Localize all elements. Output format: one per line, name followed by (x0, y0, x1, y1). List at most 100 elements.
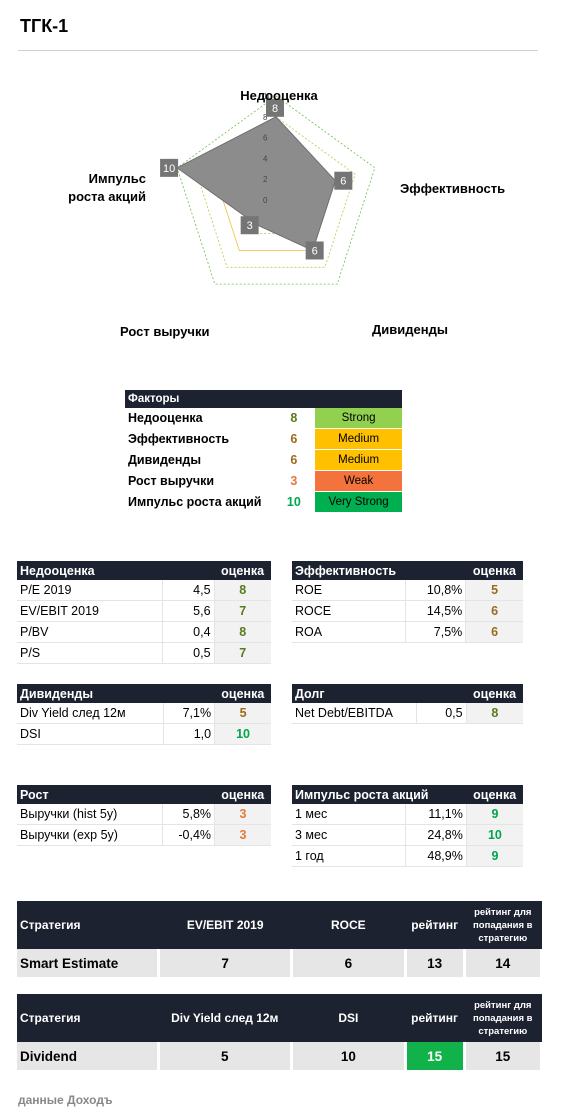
metric2-header: ROCE (291, 901, 406, 949)
metric-value: 11,1% (405, 804, 467, 825)
rating-value: 15 (405, 1042, 466, 1070)
strategy-smart-estimate-table: Стратегия EV/EBIT 2019 ROCE рейтинг рейт… (17, 901, 544, 977)
metric-name: 1 мес (292, 804, 407, 825)
undervalue-table: Недооценка оценка P/E 2019 4,5 8 EV/EBIT 20… (17, 561, 271, 664)
axis-label-momentum-2: роста акций (68, 189, 146, 204)
factor-row: Недооценка 8 Strong (125, 408, 402, 429)
efficiency-title: Эффективность (292, 561, 466, 580)
score-header: оценка (214, 561, 271, 580)
metric2-header: DSI (291, 994, 406, 1042)
axis-label-momentum-1: Импульс (89, 171, 146, 186)
metric2-value: 6 (291, 949, 407, 977)
factor-level: Medium (315, 428, 402, 450)
metric-score: 9 (466, 845, 523, 867)
momentum-title: Импульс роста акций (292, 785, 467, 804)
radar-value-box: 6 (305, 241, 324, 260)
title-divider (18, 50, 538, 51)
metric-score: 9 (466, 804, 523, 825)
metric-value: -0,4% (162, 824, 216, 846)
metric1-value: 5 (158, 1042, 294, 1070)
metric-name: P/BV (17, 621, 164, 643)
factor-name: Рост выручки (128, 474, 215, 488)
metric-name: P/E 2019 (17, 580, 164, 601)
metric-score: 3 (214, 824, 271, 846)
metric-row: 1 год 48,9% 9 (292, 845, 523, 867)
strategy-name: Smart Estimate (17, 949, 161, 977)
metric1-value: 7 (158, 949, 293, 977)
metric-name: DSI (17, 723, 164, 745)
debt-table: Долг оценка Net Debt/EBITDA 0,5 8 (292, 684, 523, 724)
axis-label-efficiency: Эффективность (400, 181, 505, 196)
radar-value-box: 8 (266, 98, 284, 117)
metric-score: 7 (214, 642, 271, 664)
radar-value-box: 6 (334, 171, 353, 190)
metric1-header: EV/EBIT 2019 (158, 901, 292, 949)
metric-score: 8 (466, 703, 523, 724)
factor-name: Эффективность (128, 432, 230, 446)
radar-ticks: 0 2 4 6 8 10 (263, 92, 272, 205)
metric-score: 7 (214, 600, 271, 622)
metric-value: 0,5 (162, 642, 215, 664)
rating-header: рейтинг (405, 994, 465, 1042)
metric-name: ROCE (292, 600, 406, 622)
metric-name: Div Yield след 12м (17, 703, 164, 724)
metric-row: ROE 10,8% 5 (292, 580, 523, 601)
metric-name: EV/EBIT 2019 (17, 600, 164, 622)
factor-name: Недооценка (128, 411, 203, 426)
metric-row: Выручки (exp 5y) -0,4% 3 (17, 824, 271, 846)
factor-level: Very Strong (315, 491, 402, 513)
growth-table: Рост оценка Выручки (hist 5y) 5,8% 3 Выручк… (17, 785, 271, 846)
radar-tick-label: 10 (263, 92, 272, 101)
metric-score: 6 (465, 600, 523, 622)
factor-row: Дивиденды 6 Medium (125, 449, 402, 471)
score-header: оценка (466, 684, 523, 703)
metric-value: 14,5% (405, 600, 467, 622)
metric-row: 3 мес 24,8% 10 (292, 824, 523, 846)
metric-row: DSI 1,0 10 (17, 723, 271, 745)
radar-grid-ring (176, 95, 376, 285)
metric-value: 4,5 (162, 580, 215, 601)
metric-score: 3 (214, 804, 271, 825)
factor-name: Импульс роста акций (128, 495, 262, 509)
metric-value: 24,8% (405, 824, 467, 846)
rating-header: рейтинг (405, 901, 465, 949)
factor-name: Дивиденды (128, 453, 202, 467)
metric-row: ROCE 14,5% 6 (292, 600, 523, 622)
strategy-name: Dividend (17, 1042, 160, 1070)
strategy-header: Стратегия (17, 901, 159, 949)
metric-row: Net Debt/EBITDA 0,5 8 (292, 703, 523, 724)
source-footer: данные Доходъ (18, 1093, 113, 1107)
metric-row: EV/EBIT 2019 5,6 7 (17, 600, 271, 622)
radar-value-label: 8 (272, 103, 278, 115)
metric-value: 5,6 (162, 600, 215, 622)
metric-value: 10,8% (405, 580, 467, 601)
metric2-value: 10 (291, 1042, 407, 1070)
metric-name: Net Debt/EBITDA (292, 703, 418, 724)
strategy-header: Стратегия (17, 994, 159, 1042)
growth-title: Рост (17, 785, 215, 804)
metric-name: 1 год (292, 845, 407, 867)
metric-name: Выручки (hist 5y) (17, 804, 163, 825)
metric-row: Выручки (hist 5y) 5,8% 3 (17, 804, 271, 825)
rank-header: рейтинг для попадания в стратегию (464, 994, 542, 1042)
radar-tick-label: 0 (263, 196, 268, 205)
score-header: оценка (214, 684, 271, 703)
radar-value-label: 10 (163, 163, 175, 175)
metric-name: 3 мес (292, 824, 407, 846)
radar-tick-label: 8 (263, 113, 268, 122)
score-header: оценка (465, 561, 523, 580)
metric-value: 1,0 (163, 723, 216, 745)
radar-value-boxes: 8 6 6 3 10 (160, 98, 353, 260)
metric-row: 1 мес 11,1% 9 (292, 804, 523, 825)
factor-score: 3 (272, 470, 316, 492)
factor-level: Medium (315, 449, 402, 471)
score-header: оценка (214, 785, 271, 804)
metric-score: 5 (214, 703, 271, 724)
undervalue-title: Недооценка (17, 561, 215, 580)
metric-score: 8 (214, 580, 271, 601)
rating-value: 13 (405, 949, 466, 977)
momentum-table: Импульс роста акций оценка 1 мес 11,1% 9 3 … (292, 785, 523, 867)
factors-table: Факторы Недооценка 8 Strong Эффективность 6 M… (125, 390, 402, 513)
rank-value: 14 (464, 949, 544, 977)
factor-score: 6 (272, 449, 316, 471)
